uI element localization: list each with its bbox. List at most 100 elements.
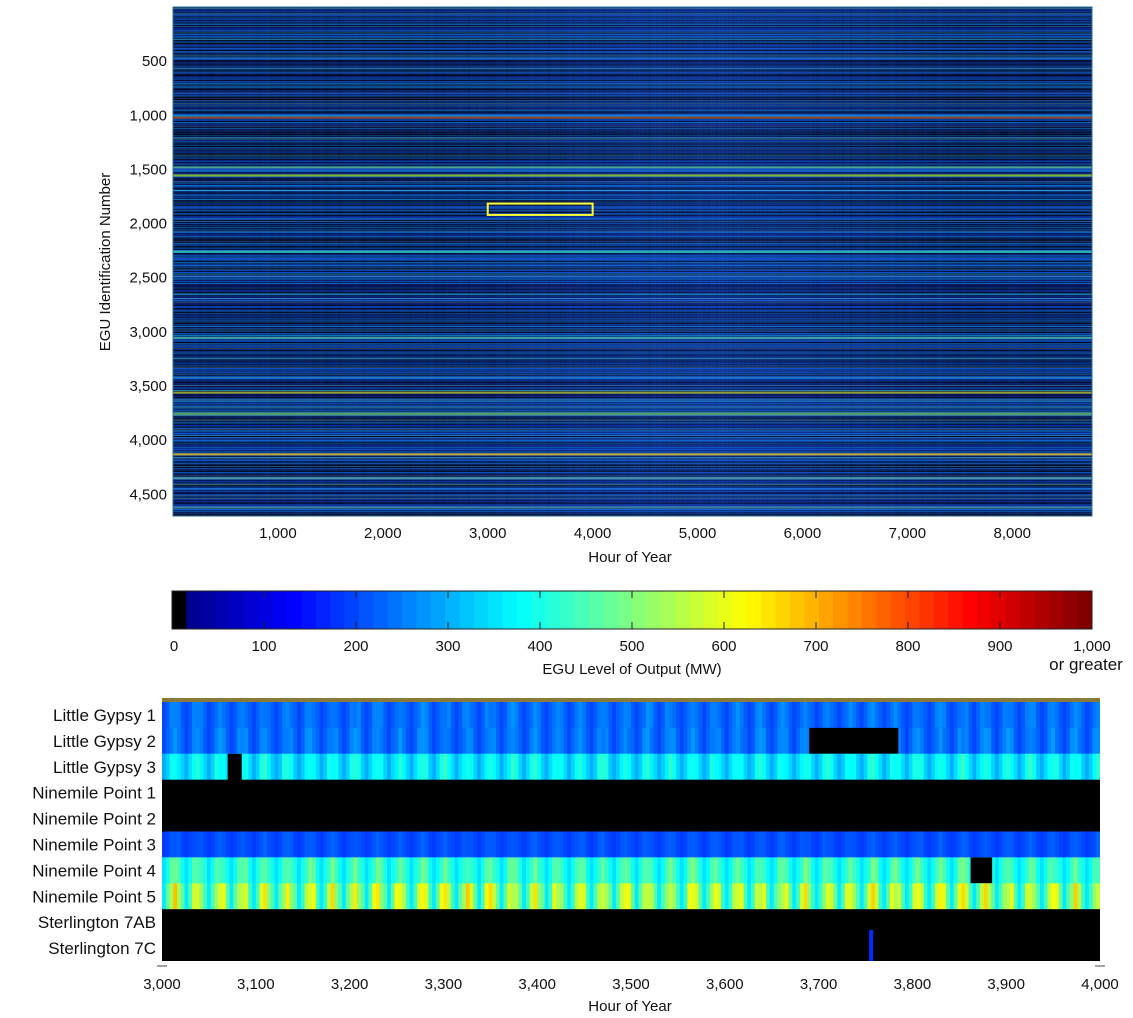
main-heatmap-column-shade (668, 7, 673, 516)
colorbar-title: EGU Level of Output (MW) (542, 661, 721, 678)
zoom-cell (165, 831, 171, 858)
zoom-cell (237, 857, 242, 884)
zoom-offline-segment (227, 753, 242, 781)
zoom-cell (252, 831, 257, 858)
zoom-cell (402, 883, 407, 910)
zoom-cell (623, 753, 628, 781)
zoom-cell (480, 857, 486, 884)
zoom-cell (1013, 753, 1018, 781)
zoom-cell (642, 831, 647, 858)
colorbar-cell (862, 591, 877, 629)
zoom-cell (612, 831, 617, 858)
main-heatmap-column-shade (928, 7, 933, 516)
zoom-cell (162, 831, 167, 858)
main-heatmap-column-shade (185, 7, 191, 516)
zoom-cell (1032, 857, 1037, 884)
main-heatmap-column-shade (588, 7, 594, 516)
zoom-cell (736, 753, 741, 781)
zoom-cell (488, 883, 493, 910)
colorbar-cell (287, 591, 302, 629)
zoom-cell (259, 883, 264, 910)
zoom-cell (255, 883, 261, 910)
zoom-cell (781, 702, 786, 729)
zoom-cell (368, 753, 373, 781)
zoom-cell (1073, 883, 1078, 910)
zoom-cell (919, 753, 925, 781)
main-heatmap-column-shade (693, 7, 698, 516)
zoom-cell (743, 883, 748, 910)
zoom-cell (1081, 702, 1086, 729)
zoom-cell (488, 857, 493, 884)
zoom-cell (510, 727, 516, 755)
zoom-cell (1096, 702, 1100, 729)
zoom-cell (270, 753, 276, 781)
zoom-cell (263, 883, 268, 910)
zoom-cell (480, 753, 486, 781)
main-heatmap-column-shade (353, 7, 359, 516)
zoom-cell (409, 727, 414, 755)
colorbar-cell (258, 591, 274, 629)
zoom-cell (994, 702, 1000, 729)
zoom-cell (687, 702, 692, 729)
zoom-cell (687, 727, 692, 755)
zoom-cell (1066, 753, 1071, 781)
zoom-cell (462, 727, 467, 755)
zoom-cell (949, 831, 955, 858)
zoom-cell (1032, 883, 1037, 910)
zoom-cell (1006, 727, 1011, 755)
zoom-cell (882, 857, 887, 884)
zoom-cell (784, 857, 790, 884)
zoom-cell (338, 727, 343, 755)
zoom-cell (447, 831, 452, 858)
zoom-cell (946, 727, 951, 755)
zoom-cell (766, 727, 771, 755)
zoom-cell (252, 883, 257, 910)
zoom-cell (702, 857, 707, 884)
zoom-cell (848, 753, 853, 781)
zoom-row-label: Ninemile Point 3 (32, 835, 156, 854)
zoom-cell (728, 753, 733, 781)
zoom-cell (1013, 857, 1018, 884)
zoom-cell (687, 857, 692, 884)
zoom-cell (1051, 727, 1056, 755)
zoom-cell (600, 857, 606, 884)
zoom-cell (567, 857, 572, 884)
zoom-cell (615, 857, 621, 884)
zoom-cell (199, 831, 204, 858)
main-heatmap-column-shade (840, 7, 845, 516)
zoom-cell (394, 753, 399, 781)
zoom-cell (957, 727, 962, 755)
zoom-cell (372, 702, 377, 729)
zoom-cell (274, 702, 279, 729)
zoom-cell (210, 702, 216, 729)
zoom-cell (916, 727, 921, 755)
zoom-cell (1051, 883, 1056, 910)
zoom-cell (458, 857, 463, 884)
colorbar-tick-label: 200 (343, 638, 368, 655)
zoom-cell (203, 727, 208, 755)
zoom-cell (578, 702, 583, 729)
zoom-cell (330, 883, 336, 910)
colorbar-cell (344, 591, 360, 629)
zoom-cell (661, 883, 666, 910)
zoom-cell (702, 831, 707, 858)
main-heatmap-column-shade (231, 7, 237, 516)
zoom-cell (983, 753, 988, 781)
zoom-cell (878, 831, 883, 858)
zoom-cell (387, 753, 392, 781)
zoom-cell (934, 857, 940, 884)
zoom-cell (661, 753, 666, 781)
zoom-cell (402, 753, 407, 781)
zoom-cell (664, 753, 670, 781)
zoom-cell (390, 702, 396, 729)
zoom-cell (567, 883, 572, 910)
zoom-cell (372, 857, 377, 884)
zoom-cell (458, 702, 463, 729)
zoom-cell (267, 857, 272, 884)
zoom-cell (908, 831, 913, 858)
main-heatmap-column-shade (458, 7, 463, 516)
zoom-cell (244, 883, 249, 910)
zoom-cell (574, 702, 579, 729)
zoom-cell (1006, 753, 1011, 781)
zoom-cell (612, 727, 617, 755)
